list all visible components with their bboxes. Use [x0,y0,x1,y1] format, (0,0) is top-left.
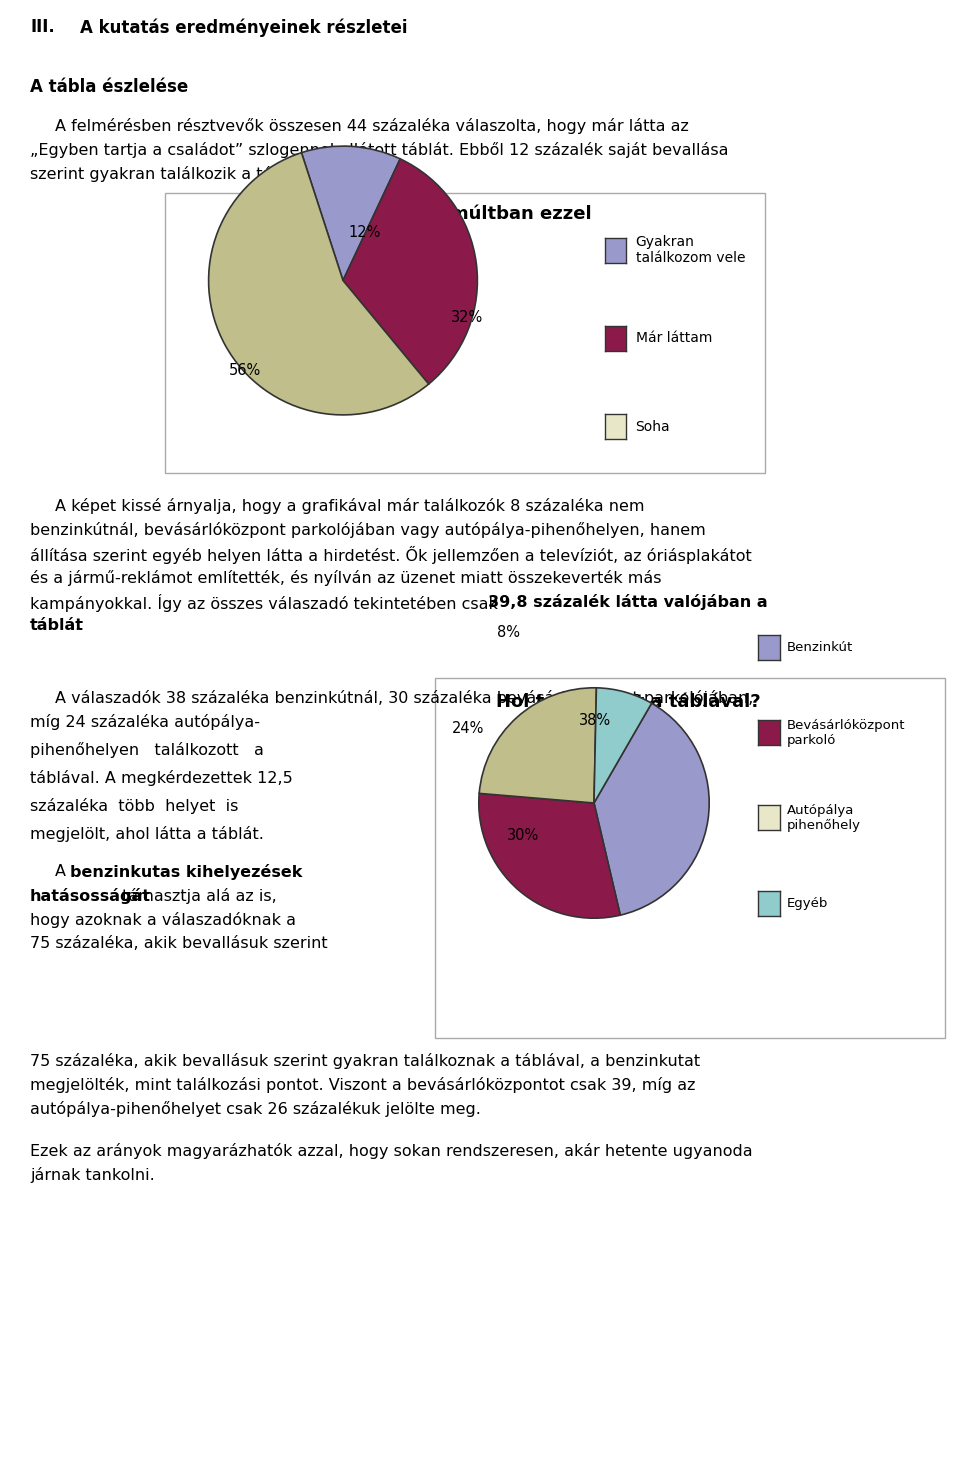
Text: táblát: táblát [30,618,84,633]
Text: autópálya-pihenőhelyet csak 26 százalékuk jelölte meg.: autópálya-pihenőhelyet csak 26 százaléku… [30,1100,481,1116]
Text: és a jármű-reklámot említették, és nyílván az üzenet miatt összekeverték más: és a jármű-reklámot említették, és nyílv… [30,569,661,585]
Wedge shape [208,153,429,415]
Text: 30%: 30% [507,828,540,843]
Text: A képet kissé árnyalja, hogy a grafikával már találkozók 8 százaléka nem: A képet kissé árnyalja, hogy a grafikáva… [55,499,644,513]
Wedge shape [479,688,596,803]
Text: százaléka  több  helyet  is: százaléka több helyet is [30,797,238,813]
Text: benzinkutas kihelyezések: benzinkutas kihelyezések [70,863,302,880]
Wedge shape [594,688,652,803]
Text: Ezek az arányok magyarázhatók azzal, hogy sokan rendszeresen, akár hetente ugyan: Ezek az arányok magyarázhatók azzal, hog… [30,1143,753,1159]
Text: 39,8 százalék látta valójában a: 39,8 százalék látta valójában a [488,594,768,610]
Text: 56%: 56% [228,363,261,378]
Text: Találkozott-e a közelmúltban ezzel: Találkozott-e a közelmúltban ezzel [243,204,591,224]
Text: táblával. A megkérdezettek 12,5: táblával. A megkérdezettek 12,5 [30,769,293,786]
Text: 12%: 12% [348,225,381,240]
Wedge shape [301,146,400,281]
Wedge shape [343,159,477,384]
Text: A kutatás eredményeinek részletei: A kutatás eredményeinek részletei [80,18,407,37]
Text: Már láttam: Már láttam [636,331,712,346]
Text: míg 24 százaléka autópálya-: míg 24 százaléka autópálya- [30,713,260,730]
Text: támasztja alá az is,: támasztja alá az is, [117,888,276,905]
Text: Hol találkozott a táblával?: Hol találkozott a táblával? [496,693,761,710]
Text: megjelölték, mint találkozási pontot. Viszont a bevásárlóközpontot csak 39, míg : megjelölték, mint találkozási pontot. Vi… [30,1077,695,1093]
Text: szerint gyakran találkozik a táblával.: szerint gyakran találkozik a táblával. [30,166,326,182]
Text: Soha: Soha [636,419,670,434]
Text: .: . [74,618,79,633]
Text: A felmérésben résztvevők összesen 44 százaléka válaszolta, hogy már látta az: A felmérésben résztvevők összesen 44 szá… [55,118,689,134]
Text: benzinkútnál, bevásárlóközpont parkolójában vagy autópálya-pihenőhelyen, hanem: benzinkútnál, bevásárlóközpont parkolójá… [30,522,706,538]
Text: 75 százaléka, akik bevallásuk szerint: 75 százaléka, akik bevallásuk szerint [30,936,327,950]
Wedge shape [594,703,709,915]
Text: 8%: 8% [497,625,520,640]
Text: kampányokkal. Így az összes válaszadó tekintetében csak: kampányokkal. Így az összes válaszadó te… [30,594,503,612]
Text: 75 százaléka, akik bevallásuk szerint gyakran találkoznak a táblával, a benzinku: 75 százaléka, akik bevallásuk szerint gy… [30,1053,700,1069]
Text: táblával?: táblával? [372,229,463,247]
Text: Gyakran
találkozom vele: Gyakran találkozom vele [636,235,745,265]
Text: A: A [55,863,71,880]
Text: 32%: 32% [451,310,484,325]
Text: hogy azoknak a válaszadóknak a: hogy azoknak a válaszadóknak a [30,912,296,928]
Bar [435,678,945,1039]
Text: Egyéb: Egyéb [787,897,828,909]
Text: 38%: 38% [579,713,612,728]
Text: A válaszadók 38 százaléka benzinkútnál, 30 százaléka bevásárlóközpont parkolójáb: A válaszadók 38 százaléka benzinkútnál, … [55,690,754,706]
Text: Autópálya
pihenőhely: Autópálya pihenőhely [787,803,861,833]
Text: járnak tankolni.: járnak tankolni. [30,1167,155,1183]
Text: hatásosságát: hatásosságát [30,888,151,905]
Text: állítása szerint egyéb helyen látta a hirdetést. Ők jellemzően a televíziót, az : állítása szerint egyéb helyen látta a hi… [30,546,752,563]
Text: III.: III. [30,18,55,35]
Text: A tábla észlelése: A tábla észlelése [30,78,188,96]
Text: Benzinkút: Benzinkút [787,641,853,653]
Text: pihenőhelyen   találkozott   a: pihenőhelyen találkozott a [30,741,264,758]
Text: „Egyben tartja a családot” szlogennel ellátott táblát. Ebből 12 százalék saját b: „Egyben tartja a családot” szlogennel el… [30,143,729,157]
Bar [165,193,765,474]
Text: megjelölt, ahol látta a táblát.: megjelölt, ahol látta a táblát. [30,827,264,841]
Wedge shape [479,793,620,918]
Text: Bevásárlóközpont
parkoló: Bevásárlóközpont parkoló [787,718,905,747]
Text: 24%: 24% [452,721,485,736]
